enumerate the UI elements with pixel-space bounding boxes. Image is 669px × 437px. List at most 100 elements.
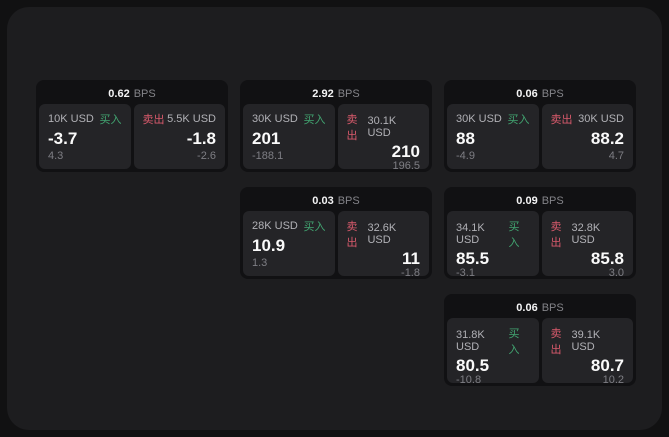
sell-side-label: 卖出 bbox=[142, 114, 165, 126]
sell-sub-value: -1.8 bbox=[401, 267, 420, 279]
sell-sub-value: 196.5 bbox=[392, 160, 420, 172]
quote-tiles: 34.1K USD 买入 85.5 -3.1 卖出 32.8K USD 85.8… bbox=[447, 211, 633, 279]
buy-price: 201 bbox=[252, 129, 281, 148]
sell-price: -1.8 bbox=[186, 129, 216, 148]
sell-tile[interactable]: 卖出 30K USD 88.2 4.7 bbox=[541, 104, 633, 169]
quote-tiles: 30K USD 买入 88 -4.9 卖出 30K USD 88.2 4.7 bbox=[447, 104, 633, 169]
buy-tile-top: 34.1K USD 买入 bbox=[456, 218, 530, 250]
quote-card: 0.06 BPS 30K USD 买入 88 -4.9 卖出 30K USD 8… bbox=[444, 80, 636, 172]
sell-tile-top: 卖出 30K USD bbox=[551, 111, 625, 127]
sell-tile[interactable]: 卖出 30.1K USD 210 196.5 bbox=[337, 104, 429, 172]
buy-price: 10.9 bbox=[252, 236, 286, 255]
sell-tile[interactable]: 卖出 32.6K USD 11 -1.8 bbox=[337, 211, 429, 279]
buy-side-label: 买入 bbox=[507, 114, 530, 126]
sell-amount: 32.6K USD bbox=[367, 222, 397, 246]
bps-value: 0.06 bbox=[516, 301, 538, 314]
sell-tile[interactable]: 卖出 32.8K USD 85.8 3.0 bbox=[541, 211, 633, 279]
sell-tile[interactable]: 卖出 5.5K USD -1.8 -2.6 bbox=[133, 104, 225, 169]
buy-tile[interactable]: 28K USD 买入 10.9 1.3 bbox=[243, 211, 335, 276]
sell-amount: 30.1K USD bbox=[367, 115, 397, 139]
buy-side-label: 买入 bbox=[303, 221, 326, 233]
sell-price: 11 bbox=[402, 249, 420, 268]
buy-side-label: 买入 bbox=[303, 114, 326, 126]
bps-unit-label: BPS bbox=[337, 87, 360, 100]
quote-tiles: 30K USD 买入 201 -188.1 卖出 30.1K USD 210 1… bbox=[243, 104, 429, 172]
bps-unit-label: BPS bbox=[541, 194, 564, 207]
quote-card: 0.62 BPS 10K USD 买入 -3.7 4.3 卖出 5.5K USD… bbox=[36, 80, 228, 172]
buy-tile-top: 10K USD 买入 bbox=[48, 111, 122, 127]
sell-tile-top: 卖出 30.1K USD bbox=[347, 111, 421, 143]
bps-value: 0.09 bbox=[516, 194, 538, 207]
bps-header: 2.92 BPS bbox=[243, 83, 429, 104]
sell-tile-top: 卖出 32.8K USD bbox=[551, 218, 625, 250]
sell-sub-value: 10.2 bbox=[602, 374, 624, 386]
bps-header: 0.03 BPS bbox=[243, 190, 429, 211]
buy-tile[interactable]: 30K USD 买入 201 -188.1 bbox=[243, 104, 335, 169]
quote-tiles: 31.8K USD 买入 80.5 -10.8 卖出 39.1K USD 80.… bbox=[447, 318, 633, 386]
sell-side-label: 卖出 bbox=[550, 328, 562, 356]
quote-card: 0.03 BPS 28K USD 买入 10.9 1.3 卖出 32.6K US… bbox=[240, 187, 432, 279]
buy-sub-value: -3.1 bbox=[456, 267, 475, 279]
buy-tile[interactable]: 30K USD 买入 88 -4.9 bbox=[447, 104, 539, 169]
sell-amount: 32.8K USD bbox=[571, 222, 601, 246]
bps-header: 0.06 BPS bbox=[447, 83, 633, 104]
buy-amount: 31.8K USD bbox=[456, 329, 485, 353]
sell-amount: 30K USD bbox=[578, 113, 624, 125]
buy-sub-value: -4.9 bbox=[456, 150, 475, 162]
buy-tile-top: 30K USD 买入 bbox=[252, 111, 326, 127]
buy-price: -3.7 bbox=[48, 129, 78, 148]
bps-value: 0.06 bbox=[516, 87, 538, 100]
quote-tiles: 10K USD 买入 -3.7 4.3 卖出 5.5K USD -1.8 -2.… bbox=[39, 104, 225, 169]
buy-amount: 28K USD bbox=[252, 220, 298, 232]
sell-side-label: 卖出 bbox=[346, 114, 358, 142]
buy-sub-value: 4.3 bbox=[48, 150, 64, 162]
quote-card: 0.09 BPS 34.1K USD 买入 85.5 -3.1 卖出 32.8K… bbox=[444, 187, 636, 279]
buy-amount: 34.1K USD bbox=[456, 222, 485, 246]
bps-header: 0.09 BPS bbox=[447, 190, 633, 211]
buy-sub-value: 1.3 bbox=[252, 257, 268, 269]
bps-value: 0.03 bbox=[312, 194, 334, 207]
sell-tile-top: 卖出 39.1K USD bbox=[551, 325, 625, 357]
buy-tile-top: 30K USD 买入 bbox=[456, 111, 530, 127]
buy-tile[interactable]: 31.8K USD 买入 80.5 -10.8 bbox=[447, 318, 539, 386]
buy-side-label: 买入 bbox=[99, 114, 122, 126]
bps-value: 2.92 bbox=[312, 87, 334, 100]
buy-side-label: 买入 bbox=[508, 221, 520, 249]
bps-unit-label: BPS bbox=[133, 87, 156, 100]
buy-sub-value: -10.8 bbox=[456, 374, 482, 386]
sell-amount: 5.5K USD bbox=[167, 113, 216, 125]
sell-sub-value: -2.6 bbox=[197, 150, 216, 162]
buy-tile-top: 31.8K USD 买入 bbox=[456, 325, 530, 357]
main-panel: 0.62 BPS 10K USD 买入 -3.7 4.3 卖出 5.5K USD… bbox=[7, 7, 662, 430]
sell-amount: 39.1K USD bbox=[571, 329, 601, 353]
buy-tile[interactable]: 10K USD 买入 -3.7 4.3 bbox=[39, 104, 131, 169]
buy-amount: 10K USD bbox=[48, 113, 94, 125]
buy-tile-top: 28K USD 买入 bbox=[252, 218, 326, 234]
sell-price: 210 bbox=[391, 142, 420, 161]
bps-unit-label: BPS bbox=[337, 194, 360, 207]
buy-sub-value: -188.1 bbox=[252, 150, 284, 162]
buy-tile[interactable]: 34.1K USD 买入 85.5 -3.1 bbox=[447, 211, 539, 279]
sell-tile[interactable]: 卖出 39.1K USD 80.7 10.2 bbox=[541, 318, 633, 386]
buy-price: 80.5 bbox=[456, 356, 490, 375]
bps-unit-label: BPS bbox=[541, 301, 564, 314]
buy-price: 85.5 bbox=[456, 249, 490, 268]
sell-sub-value: 3.0 bbox=[608, 267, 624, 279]
bps-header: 0.06 BPS bbox=[447, 297, 633, 318]
sell-side-label: 卖出 bbox=[550, 221, 562, 249]
quote-tiles: 28K USD 买入 10.9 1.3 卖出 32.6K USD 11 -1.8 bbox=[243, 211, 429, 279]
buy-amount: 30K USD bbox=[252, 113, 298, 125]
sell-price: 80.7 bbox=[590, 356, 624, 375]
buy-side-label: 买入 bbox=[508, 328, 520, 356]
sell-tile-top: 卖出 5.5K USD bbox=[143, 111, 217, 127]
buy-price: 88 bbox=[456, 129, 475, 148]
quote-card: 2.92 BPS 30K USD 买入 201 -188.1 卖出 30.1K … bbox=[240, 80, 432, 172]
sell-tile-top: 卖出 32.6K USD bbox=[347, 218, 421, 250]
quotes-grid: 0.62 BPS 10K USD 买入 -3.7 4.3 卖出 5.5K USD… bbox=[36, 80, 636, 386]
quote-card: 0.06 BPS 31.8K USD 买入 80.5 -10.8 卖出 39.1… bbox=[444, 294, 636, 386]
buy-amount: 30K USD bbox=[456, 113, 502, 125]
sell-price: 85.8 bbox=[590, 249, 624, 268]
sell-side-label: 卖出 bbox=[346, 221, 358, 249]
sell-sub-value: 4.7 bbox=[608, 150, 624, 162]
